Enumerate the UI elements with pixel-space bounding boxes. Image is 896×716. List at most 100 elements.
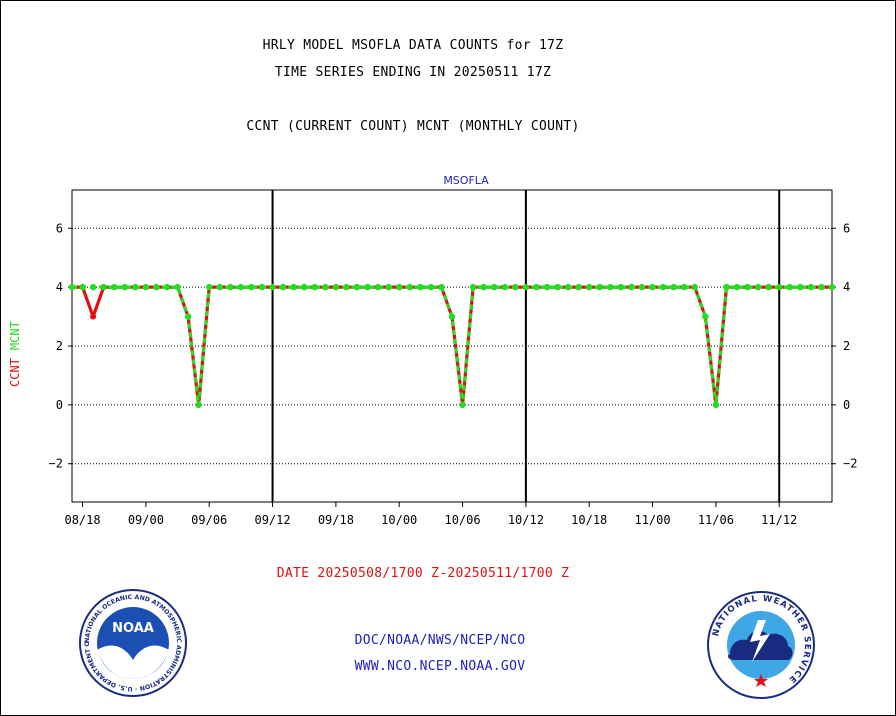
point-mcnt [311,283,318,291]
point-mcnt [206,283,213,291]
plot-area-border [71,189,833,503]
point-mcnt [670,283,677,291]
nws-logo: NATIONAL WEATHER SERVICE [707,591,815,699]
point-mcnt [607,283,614,291]
chart-title-line-3: CCNT (CURRENT COUNT) MCNT (MONTHLY COUNT… [246,119,580,134]
point-mcnt [586,283,593,291]
y-tick-label-right: 2 [843,339,850,353]
point-mcnt [828,283,836,291]
point-mcnt [522,283,530,291]
x-tick-label: 08/18 [64,513,100,527]
labels-layer: 6 6 4 4 2 2 0 0 −2 −2 08/18 09/00 09/06 09/12 09/18 10/… [8,174,857,527]
point-mcnt [332,283,340,291]
point-mcnt [448,313,456,320]
point-mcnt [776,283,783,291]
point-mcnt [385,283,392,291]
y-axis-label-ccnt: CCNT [8,358,22,387]
point-mcnt [807,283,815,291]
point-mcnt [438,283,445,291]
y-tick-label-left: 6 [56,221,63,235]
point-mcnt [89,283,97,291]
point-mcnt [469,283,477,291]
point-mcnt [248,283,255,291]
point-mcnt [227,283,234,291]
x-tick-label: 09/12 [254,513,290,527]
point-mcnt [754,283,762,291]
point-mcnt [512,283,519,291]
point-mcnt [322,283,329,291]
point-mcnt [142,283,150,291]
point-mcnt [153,283,160,291]
point-mcnt [301,283,308,291]
y-tick-label-right: 6 [843,221,850,235]
point-mcnt [216,283,223,291]
point-mcnt [638,283,646,291]
noaa-logo: NATIONAL OCEANIC AND ATMOSPHERIC ADMINIS… [78,588,187,697]
point-mcnt [480,283,487,291]
axes-layer [68,189,836,507]
point-mcnt [111,283,118,291]
x-tick-label: 10/12 [508,513,544,527]
date-range-label: DATE 20250508/1700 Z-20250511/1700 Z [276,566,570,581]
point-mcnt [406,283,413,291]
point-mcnt [628,283,635,291]
point-mcnt [163,283,171,291]
point-mcnt [343,283,350,291]
chart-title-line-1: HRLY MODEL MSOFLA DATA COUNTS for 17Z [262,38,564,53]
point-mcnt [786,283,793,291]
point-mcnt [290,283,297,291]
point-mcnt [121,283,128,291]
y-axis-label-mcnt: MCNT [8,321,22,350]
point-mcnt [691,283,698,291]
point-mcnt [659,283,667,291]
point-mcnt [459,401,466,409]
grid-layer [72,190,832,502]
point-mcnt [195,401,202,409]
nco-path-link[interactable]: DOC/NOAA/NWS/NCEP/NCO [354,633,526,648]
point-mcnt [427,283,435,291]
y-tick-label-left: −2 [49,457,63,471]
point-mcnt [681,283,688,291]
point-mcnt [100,283,107,291]
x-tick-label: 11/06 [698,513,734,527]
point-mcnt [733,283,741,291]
point-mcnt [533,283,540,291]
x-tick-label: 10/00 [381,513,417,527]
point-mcnt [174,283,181,291]
point-mcnt [68,283,76,291]
point-mcnt [617,283,625,291]
point-mcnt [723,283,730,291]
chart-station-label: MSOFLA [443,174,489,187]
y-tick-label-right: 0 [843,398,850,412]
y-tick-label-right: 4 [843,280,850,294]
y-axis-label: CCNT MCNT [8,321,22,387]
point-mcnt [818,283,825,291]
point-mcnt [374,283,382,291]
point-mcnt [554,283,561,291]
point-mcnt [79,283,86,291]
point-mcnt [575,283,582,291]
point-mcnt [564,283,572,291]
point-mcnt [364,283,371,291]
x-tick-label: 09/00 [128,513,164,527]
y-tick-label-right: −2 [843,457,857,471]
nco-website-link[interactable]: WWW.NCO.NCEP.NOAA.GOV [354,659,526,674]
point-mcnt [702,313,709,320]
point-mcnt [132,283,139,291]
point-mcnt [279,283,287,291]
x-tick-label: 11/00 [634,513,670,527]
point-mcnt [543,283,551,291]
x-tick-label: 11/12 [761,513,797,527]
x-tick-label: 10/18 [571,513,607,527]
chart-title-line-2: TIME SERIES ENDING IN 20250511 17Z [274,65,552,80]
y-tick-label-left: 2 [56,339,63,353]
point-mcnt [396,283,403,291]
point-mcnt [797,283,804,291]
point-mcnt [765,283,772,291]
point-ccnt [90,313,97,320]
x-tick-label: 09/06 [191,513,227,527]
point-mcnt [353,283,361,291]
point-mcnt [596,283,603,291]
series-layer [68,283,836,409]
